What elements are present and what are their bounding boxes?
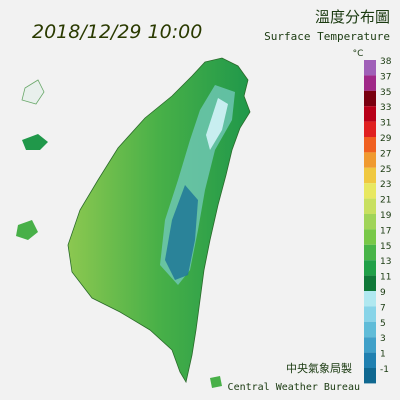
legend-label: 29 bbox=[380, 134, 392, 144]
legend-label: 27 bbox=[380, 149, 391, 159]
legend-swatch bbox=[364, 352, 376, 368]
legend-swatch bbox=[364, 291, 376, 307]
legend-label: 35 bbox=[380, 88, 391, 98]
legend-label: 15 bbox=[380, 242, 391, 252]
legend-label: 23 bbox=[380, 180, 391, 190]
legend-swatch bbox=[364, 106, 376, 122]
legend-swatch bbox=[364, 60, 376, 76]
legend-swatch bbox=[364, 214, 376, 230]
map-title: 溫度分布圖 bbox=[315, 8, 390, 26]
legend-label: 17 bbox=[380, 226, 391, 236]
legend-swatch bbox=[364, 260, 376, 276]
datetime: 2018/12/29 10:00 bbox=[32, 21, 202, 43]
legend-label: -1 bbox=[380, 365, 389, 375]
taiwan-map bbox=[16, 57, 251, 388]
legend-label: 25 bbox=[380, 165, 391, 175]
legend-label: 19 bbox=[380, 211, 392, 221]
legend-swatch bbox=[364, 306, 376, 322]
legend-swatch bbox=[364, 183, 376, 199]
legend-swatch bbox=[364, 152, 376, 168]
legend-swatch bbox=[364, 198, 376, 214]
legend-swatch bbox=[364, 275, 376, 291]
legend-unit: °C bbox=[353, 49, 364, 59]
legend-label: 21 bbox=[380, 196, 391, 206]
legend-swatch bbox=[364, 121, 376, 137]
legend-swatch bbox=[364, 244, 376, 261]
legend-swatch bbox=[364, 167, 376, 184]
legend-swatch bbox=[364, 337, 376, 353]
legend-label: 5 bbox=[380, 319, 386, 329]
legend-swatch bbox=[364, 75, 376, 91]
legend-swatch bbox=[364, 321, 376, 338]
legend-label: 37 bbox=[380, 72, 391, 82]
legend-swatch bbox=[364, 229, 376, 245]
agency: 中央氣象局製 bbox=[286, 361, 352, 375]
agency-en: Central Weather Bureau bbox=[228, 382, 360, 393]
legend-swatch bbox=[364, 137, 376, 153]
legend-label: 13 bbox=[380, 257, 391, 267]
legend-label: 33 bbox=[380, 103, 391, 113]
legend-label: 3 bbox=[380, 334, 386, 344]
map-subtitle: Surface Temperature bbox=[264, 30, 390, 43]
legend-swatch bbox=[364, 90, 376, 107]
legend-label: 31 bbox=[380, 119, 391, 129]
legend-label: 38 bbox=[380, 57, 392, 67]
legend-label: 11 bbox=[380, 273, 391, 283]
legend-label: 1 bbox=[380, 350, 386, 360]
legend-label: 7 bbox=[380, 303, 386, 313]
legend-label: 9 bbox=[380, 288, 386, 298]
legend-swatch bbox=[364, 368, 376, 384]
